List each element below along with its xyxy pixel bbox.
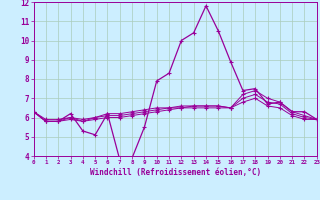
X-axis label: Windchill (Refroidissement éolien,°C): Windchill (Refroidissement éolien,°C) <box>90 168 261 177</box>
